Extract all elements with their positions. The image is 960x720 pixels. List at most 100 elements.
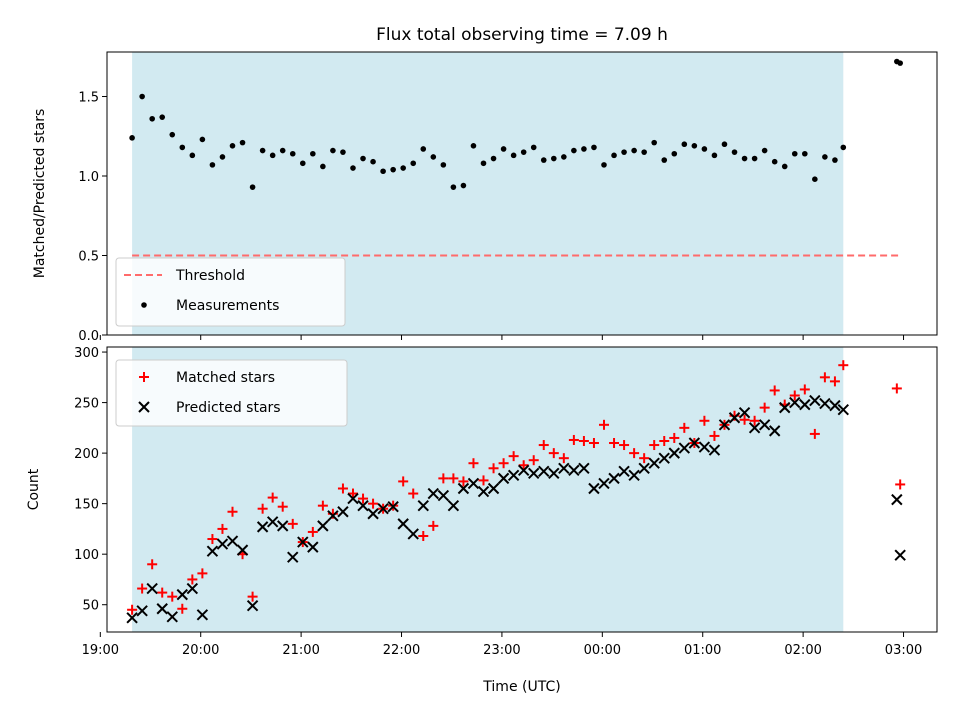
ratio-x-ticks (99, 335, 905, 340)
matched-star-point (578, 435, 589, 446)
predicted-star-point (608, 472, 620, 485)
measurement-point (500, 146, 507, 152)
measurement-point (822, 154, 828, 160)
measurement-point (169, 131, 176, 138)
predicted-star-point (477, 485, 490, 498)
predicted-star-point (668, 447, 680, 459)
legend-label: Matched stars (176, 370, 275, 386)
predicted-star-point (297, 536, 309, 548)
measurement-point (751, 155, 758, 162)
measurement-point (571, 147, 577, 154)
predicted-star-point (166, 611, 178, 623)
matched-star-point (588, 438, 599, 449)
predicted-star-point (427, 487, 440, 500)
predicted-star-point (538, 465, 550, 478)
measurement-point (510, 152, 517, 159)
y-tick-label: 1.5 (78, 91, 99, 106)
matched-star-point (498, 458, 509, 469)
x-tick-label: 23:00 (483, 643, 520, 658)
predicted-star-point (628, 469, 640, 482)
matched-star-point (789, 390, 800, 401)
measurement-point (581, 146, 587, 152)
predicted-star-point (528, 467, 540, 480)
predicted-star-point (337, 506, 349, 518)
matched-star-point (428, 520, 439, 531)
measurement-point (380, 168, 386, 175)
predicted-star-point (226, 535, 239, 547)
measurement-point (219, 154, 226, 160)
predicted-star-point (206, 545, 219, 557)
matched-star-point (317, 500, 328, 511)
predicted-star-point (728, 412, 741, 424)
measurement-point (400, 165, 406, 171)
matched-star-point (538, 440, 549, 451)
count-panel: 50 100 150 200 250 300 19:00 20:00 21:00 22:00 23… (26, 346, 938, 695)
predicted-star-point (196, 609, 209, 621)
predicted-star-point (638, 462, 650, 474)
predicted-star-point (327, 510, 339, 522)
count-points (126, 360, 906, 624)
predicted-star-point (698, 441, 711, 453)
legend-matched-swatch (139, 372, 149, 382)
matched-star-point (749, 415, 760, 426)
matched-star-point (167, 591, 178, 602)
matched-star-point (639, 453, 650, 464)
predicted-star-point (377, 502, 389, 515)
measurement-point (330, 147, 336, 154)
predicted-star-point (467, 477, 480, 490)
matched-star-point (247, 591, 258, 602)
matched-star-point (799, 384, 810, 395)
ratio-legend: Threshold Measurements (115, 257, 346, 327)
matched-star-point (438, 473, 449, 484)
predicted-star-point (307, 541, 319, 553)
matched-star-point (518, 460, 529, 471)
predicted-star-point (789, 396, 801, 409)
legend-predicted-swatch (138, 401, 150, 413)
matched-star-point (277, 501, 288, 512)
predicted-star-point (186, 582, 199, 595)
measurement-point (771, 158, 778, 165)
measurement-point (621, 149, 627, 155)
matched-star-point (548, 448, 559, 459)
x-tick-label: 21:00 (282, 643, 319, 658)
predicted-star-point (758, 419, 771, 431)
measurement-point (761, 147, 768, 154)
measurement-point (731, 149, 738, 155)
measurement-point (229, 143, 236, 149)
matched-star-point (337, 483, 348, 494)
predicted-star-point (287, 551, 299, 563)
measurement-point (661, 157, 668, 163)
matched-star-point (819, 372, 830, 383)
measurement-point (129, 135, 135, 141)
predicted-star-point (407, 528, 419, 540)
matched-star-point (508, 451, 519, 462)
predicted-star-point (799, 398, 811, 411)
predicted-star-point (658, 452, 670, 464)
measurement-point (812, 176, 818, 182)
matched-star-point (418, 530, 429, 541)
predicted-star-point (894, 549, 906, 561)
predicted-star-point (779, 401, 791, 414)
matched-star-point (669, 432, 680, 443)
y-tick-label: 1.0 (78, 170, 99, 185)
measurement-point (310, 150, 316, 157)
matched-star-point (558, 453, 569, 464)
ratio-y-axis-label: Matched/Predicted stars (32, 109, 48, 279)
predicted-star-point (837, 403, 849, 416)
matched-star-point (458, 476, 469, 487)
measurement-point (360, 155, 366, 162)
measurement-point (681, 141, 688, 148)
matched-star-point (398, 476, 409, 487)
predicted-star-point (507, 469, 520, 482)
legend-label: Threshold (175, 268, 245, 284)
measurement-point (279, 147, 286, 154)
measurement-point (320, 163, 326, 170)
predicted-star-point (718, 419, 731, 431)
ratio-panel: 0.0 0.5 1.0 1.5 Matched/Predicted stars Thr… (32, 51, 938, 344)
measurement-point (591, 144, 597, 151)
measurement-point (691, 143, 698, 149)
y-tick-label: 200 (74, 447, 99, 462)
matched-star-point (127, 604, 138, 615)
measurement-point (239, 139, 246, 146)
predicted-star-point (548, 467, 560, 480)
